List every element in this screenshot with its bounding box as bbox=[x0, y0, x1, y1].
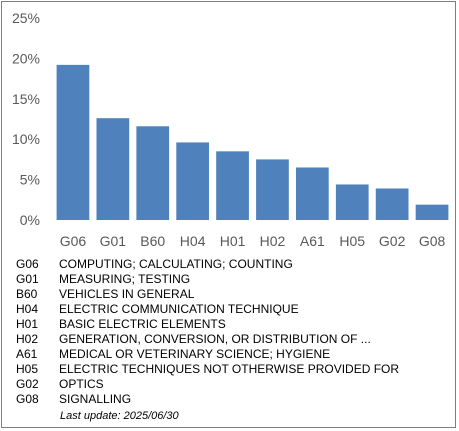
legend-code: H04 bbox=[16, 302, 39, 316]
x-tick-label: H04 bbox=[180, 233, 206, 249]
legend-code: B60 bbox=[16, 287, 38, 301]
legend-description: BASIC ELECTRIC ELEMENTS bbox=[59, 317, 226, 331]
last-update-text: Last update: 2025/06/30 bbox=[60, 410, 179, 422]
legend-description: MEDICAL OR VETERINARY SCIENCE; HYGIENE bbox=[59, 347, 331, 361]
x-tick-label: A61 bbox=[300, 233, 325, 249]
legend-row: H04 ELECTRIC COMMUNICATION TECHNIQUE bbox=[16, 302, 446, 317]
y-tick-label: 5% bbox=[20, 172, 40, 188]
legend-description: MEASURING; TESTING bbox=[59, 272, 191, 286]
y-tick-label: 25% bbox=[12, 10, 40, 26]
legend-code: H01 bbox=[16, 317, 39, 331]
bar-chart: 0% 5% 10% 15% 20% 25% G06 G01 B60 H04 H01 H02 A61 H05… bbox=[12, 10, 449, 249]
bar-g06 bbox=[56, 64, 90, 220]
x-tick-label: B60 bbox=[140, 233, 165, 249]
bar-g02 bbox=[375, 188, 409, 220]
x-tick-label: G08 bbox=[419, 233, 446, 249]
legend-row: G01 MEASURING; TESTING bbox=[16, 272, 446, 287]
bar-h04 bbox=[176, 142, 210, 220]
legend-row: H01 BASIC ELECTRIC ELEMENTS bbox=[16, 317, 446, 332]
y-tick-label: 20% bbox=[12, 50, 40, 66]
legend-code: H02 bbox=[16, 332, 39, 346]
legend-code: G01 bbox=[16, 272, 39, 286]
legend-code: A61 bbox=[16, 347, 38, 361]
legend-description: GENERATION, CONVERSION, OR DISTRIBUTION … bbox=[59, 332, 371, 346]
legend-row: G02 OPTICS bbox=[16, 377, 446, 392]
legend-code: G08 bbox=[16, 392, 39, 406]
x-tick-label: H01 bbox=[220, 233, 246, 249]
legend-description: COMPUTING; CALCULATING; COUNTING bbox=[59, 257, 293, 271]
legend-code: G06 bbox=[16, 257, 39, 271]
y-tick-label: 10% bbox=[12, 131, 40, 147]
bar-h02 bbox=[256, 159, 289, 220]
legend-code: G02 bbox=[16, 377, 39, 391]
x-tick-label: G06 bbox=[60, 233, 87, 249]
bar-b60 bbox=[136, 126, 170, 220]
legend-row: H05 ELECTRIC TECHNIQUES NOT OTHERWISE PRO… bbox=[16, 362, 446, 377]
legend-description: SIGNALLING bbox=[59, 392, 132, 406]
legend-description: ELECTRIC TECHNIQUES NOT OTHERWISE PROVID… bbox=[59, 362, 400, 376]
legend-row: A61 MEDICAL OR VETERINARY SCIENCE; HYGIEN… bbox=[16, 347, 446, 362]
bar-h05 bbox=[335, 184, 369, 220]
bar-g01 bbox=[96, 118, 130, 220]
bar-a61 bbox=[295, 167, 329, 220]
legend-row: H02 GENERATION, CONVERSION, OR DISTRIBUTI… bbox=[16, 332, 446, 347]
legend-row: G06 COMPUTING; CALCULATING; COUNTING bbox=[16, 257, 446, 272]
bar-h01 bbox=[216, 151, 249, 220]
x-tick-label: H02 bbox=[260, 233, 286, 249]
legend-row: G08 SIGNALLING bbox=[16, 392, 446, 407]
legend-row: B60 VEHICLES IN GENERAL bbox=[16, 287, 446, 302]
y-tick-label: 15% bbox=[12, 91, 40, 107]
legend: G06 COMPUTING; CALCULATING; COUNTING G01 ME… bbox=[16, 257, 446, 407]
x-tick-label: H05 bbox=[339, 233, 365, 249]
legend-description: VEHICLES IN GENERAL bbox=[59, 287, 195, 301]
legend-code: H05 bbox=[16, 362, 39, 376]
y-tick-label: 0% bbox=[20, 212, 40, 228]
legend-description: OPTICS bbox=[59, 377, 104, 391]
bar-g08 bbox=[415, 204, 449, 220]
x-tick-label: G01 bbox=[100, 233, 127, 249]
legend-description: ELECTRIC COMMUNICATION TECHNIQUE bbox=[59, 302, 299, 316]
x-tick-label: G02 bbox=[379, 233, 406, 249]
